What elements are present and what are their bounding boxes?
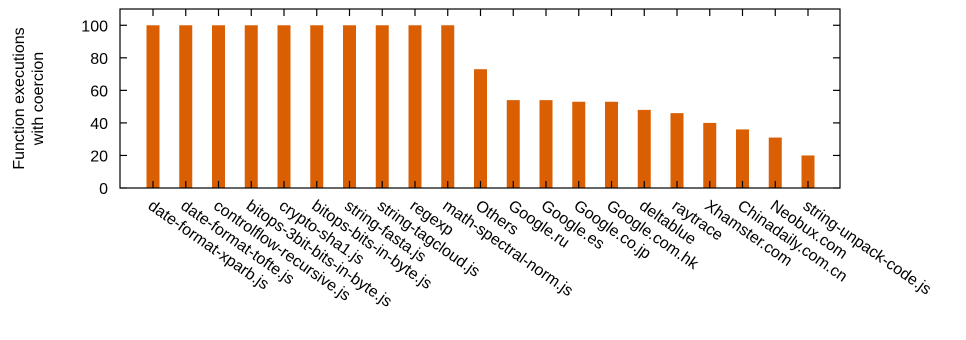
y-axis-title-line: Function executions [11, 27, 28, 169]
bar [179, 25, 193, 188]
bar [212, 25, 225, 188]
bar [474, 69, 487, 188]
y-tick-label: 80 [90, 51, 108, 68]
y-tick-label: 40 [90, 116, 108, 133]
bar [146, 25, 160, 188]
y-tick-label: 100 [81, 18, 108, 35]
y-tick-label: 60 [90, 83, 108, 100]
y-axis: 0 20 40 60 80 100 [81, 18, 840, 198]
bar [310, 25, 324, 188]
bar [506, 100, 520, 188]
bars-group [146, 25, 815, 188]
bar [277, 25, 291, 188]
bar [343, 25, 356, 188]
bar [637, 109, 651, 188]
bar [244, 25, 258, 188]
bar [408, 25, 422, 188]
y-axis-title-line: with coercion [30, 52, 47, 146]
bar [801, 155, 815, 188]
x-axis: date-format-xparb.jsdate-format-tofte.js… [145, 9, 934, 311]
bar [670, 113, 684, 188]
y-tick-label: 20 [90, 148, 108, 165]
bar [605, 101, 618, 188]
bar [572, 101, 586, 188]
bar [441, 25, 455, 188]
bar [703, 122, 717, 188]
bar [768, 137, 782, 188]
y-axis-title: Function executions with coercion [11, 27, 47, 169]
y-tick-label: 0 [99, 181, 108, 198]
bar [375, 25, 389, 188]
bar [539, 100, 553, 188]
bar [736, 129, 749, 188]
